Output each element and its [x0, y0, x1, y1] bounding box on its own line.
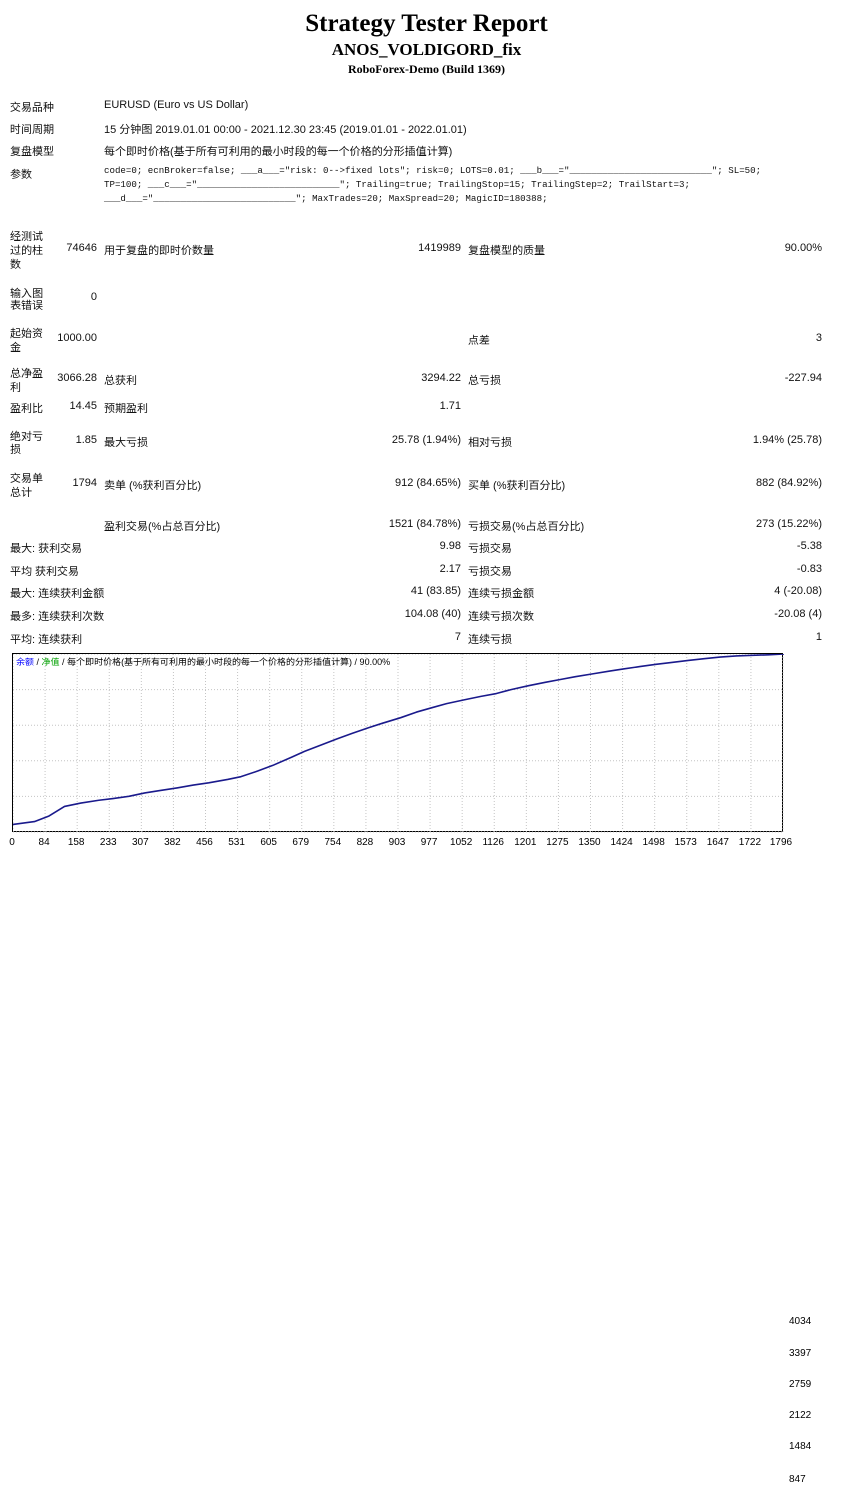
svg-text:1573: 1573 [675, 837, 698, 848]
svg-text:1275: 1275 [546, 837, 569, 848]
svg-text:903: 903 [389, 837, 406, 848]
svg-text:1722: 1722 [739, 837, 762, 848]
svg-text:158: 158 [68, 837, 85, 848]
svg-text:605: 605 [260, 837, 277, 848]
svg-text:0: 0 [9, 837, 15, 848]
svg-text:84: 84 [39, 837, 51, 848]
svg-text:1498: 1498 [643, 837, 666, 848]
svg-text:456: 456 [196, 837, 213, 848]
svg-text:1052: 1052 [450, 837, 473, 848]
svg-text:307: 307 [132, 837, 149, 848]
svg-text:233: 233 [100, 837, 117, 848]
svg-text:531: 531 [228, 837, 245, 848]
svg-text:1126: 1126 [482, 837, 504, 848]
svg-text:1796: 1796 [770, 837, 793, 848]
svg-text:382: 382 [164, 837, 181, 848]
svg-text:1350: 1350 [578, 837, 601, 848]
svg-text:1424: 1424 [610, 837, 633, 848]
svg-text:754: 754 [324, 837, 341, 848]
svg-text:679: 679 [292, 837, 309, 848]
svg-text:828: 828 [357, 837, 374, 848]
svg-text:977: 977 [421, 837, 438, 848]
svg-text:1647: 1647 [707, 837, 730, 848]
svg-text:1201: 1201 [514, 837, 537, 848]
